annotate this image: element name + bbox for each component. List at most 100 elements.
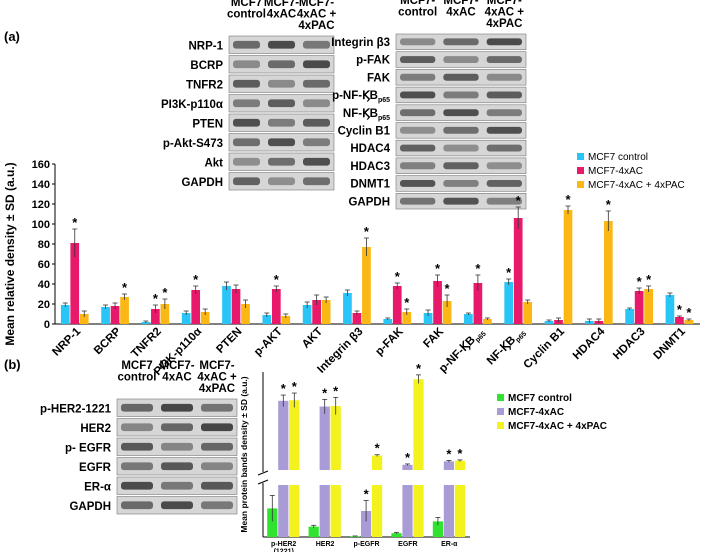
bar: [110, 306, 120, 324]
blot-b-row-label: HER2: [80, 423, 111, 435]
bar: [383, 319, 393, 324]
blot-b-strip: [116, 418, 238, 437]
blot-a-left-strip-band: [303, 177, 330, 186]
legend-swatch: [497, 394, 504, 401]
subscript: p65: [378, 115, 390, 122]
blot-a-left-strip: [228, 172, 335, 191]
bar: [343, 293, 352, 324]
x-tick-label-line: EGFR: [398, 541, 417, 548]
blot-a-left-row-label: PTEN: [192, 118, 223, 130]
blot-b-lane-header-line: MCF7: [121, 360, 152, 372]
significance-mark: *: [281, 381, 287, 396]
bar: [321, 300, 331, 324]
blot-a-right-row-label: HDAC3: [350, 161, 390, 173]
legend-label: MCF7 control: [588, 152, 648, 163]
blot-a-right-strip: [395, 51, 527, 68]
blot-a-left-strip: [228, 94, 335, 113]
bar: [101, 307, 110, 324]
bar: [504, 282, 514, 324]
bar: [361, 511, 372, 537]
significance-mark: *: [646, 272, 652, 287]
bar: [271, 289, 281, 324]
blot-b-strip-band: [121, 481, 153, 490]
bar: [563, 210, 573, 324]
legend-swatch: [577, 167, 584, 174]
bar: [675, 317, 684, 324]
blot-a-right-strip-band: [486, 91, 522, 99]
bar: [372, 455, 383, 470]
y-tick-label: 0: [44, 319, 50, 331]
bar: [302, 305, 312, 324]
significance-mark: *: [193, 272, 199, 287]
legend-label: MCF7-4xAC + 4xPAC: [508, 421, 607, 432]
blot-a-left-lane-header: MCF7-4xAC: [264, 0, 299, 21]
blot-a-right-row-label: p-NF-ϏBp65: [332, 90, 390, 104]
y-tick-label: 60: [38, 259, 50, 271]
blot-a-left-strip-band: [268, 177, 295, 186]
blot-b-lane-header: MCF7 control: [118, 360, 157, 384]
bar: [191, 290, 201, 324]
blot-a-right-strip-band: [486, 144, 522, 152]
blot-b-lane-header: MCF7-4xAC +4xPAC: [197, 360, 237, 395]
blot-a-right-strip-band: [443, 144, 479, 152]
blot-a-right-strip-band: [486, 162, 522, 170]
blot-a-right-strip-band: [486, 179, 522, 187]
significance-mark: *: [506, 265, 512, 280]
x-tick-label: ER-α: [441, 541, 458, 548]
blot-a-right-strip-band: [443, 56, 479, 64]
blot-a-left-strip-band: [233, 177, 260, 186]
blot-a-left-strip-band: [303, 118, 330, 127]
x-tick-label-line: ER-α: [441, 541, 458, 548]
blot-a-left-strip-band: [303, 60, 330, 69]
blot-a-left-lane-header-line: control: [227, 9, 266, 21]
bar: [222, 286, 231, 324]
blot-a-right-strip-band: [486, 38, 522, 46]
blot-a-right-lane-header-line: MCF7-: [443, 0, 478, 7]
y-tick-label: 20: [38, 299, 50, 311]
blot-a-right-lane-header-line: 4xPAC: [486, 18, 522, 30]
significance-mark: *: [416, 361, 422, 376]
y-tick-label: 40: [38, 279, 50, 291]
blot-b-lane-header-line: 4xPAC: [199, 383, 235, 395]
bar: [241, 304, 250, 324]
legend-label: MCF7-4xAC: [588, 166, 643, 177]
blot-a-left-strip-band: [268, 99, 295, 108]
blot-a-left-lane-header-line: MCF7: [231, 0, 262, 9]
bar: [644, 289, 653, 324]
bar: [308, 526, 319, 537]
blot-a-right-strip-band: [400, 91, 436, 99]
blot-a-right-lane-header: MCF7-4xAC: [443, 0, 478, 19]
bar: [181, 313, 191, 324]
blot-b-lane-header-line: 4xAC: [162, 372, 191, 384]
blot-a-right-strip-band: [486, 126, 522, 134]
blot-a-left-lane-header-line: MCF7-: [299, 0, 334, 9]
bar: [423, 313, 433, 324]
blot-a-left-lane-header: MCF7-4xAC +4xPAC: [297, 0, 337, 32]
blot-a-right-lane-header: MCF7-4xAC +4xPAC: [485, 0, 525, 30]
blot-a-right-strip: [395, 33, 527, 50]
blot-a-left-row-label: GAPDH: [181, 177, 223, 189]
x-tick-label: HDAC3: [611, 326, 648, 363]
x-tick-label: HER2: [316, 541, 335, 548]
blot-a-left-strip: [228, 55, 335, 74]
blot-a-left-strip-band: [303, 79, 330, 88]
bar: [319, 485, 330, 537]
blot-b-strip-band: [161, 481, 193, 490]
panel-a-label: (a): [4, 29, 20, 44]
blot-b-strip-band: [201, 442, 233, 451]
x-tick-label: DNMT1: [651, 325, 688, 362]
blot-b-strip: [116, 457, 238, 476]
blot-a-left-strip-band: [268, 40, 295, 49]
bar: [634, 291, 644, 324]
bar: [443, 485, 454, 537]
x-tick-label: p-FAK: [373, 325, 406, 358]
significance-mark: *: [333, 383, 339, 398]
blot-b-strip-band: [161, 501, 193, 510]
bar: [350, 536, 361, 537]
significance-mark: *: [404, 295, 410, 310]
significance-mark: *: [457, 446, 463, 461]
blot-b-lane-header-line: control: [118, 372, 157, 384]
blot-a-left-row-label: NRP-1: [188, 40, 223, 52]
x-tick-label: FAK: [421, 325, 446, 350]
